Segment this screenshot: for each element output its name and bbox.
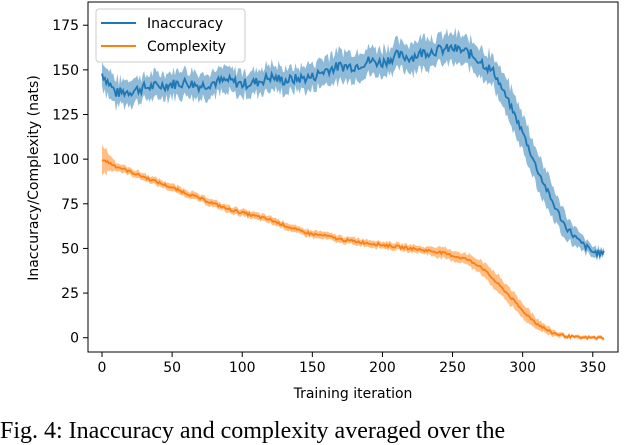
y-tick-label: 175 bbox=[52, 18, 79, 34]
band-complexity bbox=[102, 145, 604, 340]
legend-label-complexity: Complexity bbox=[147, 39, 226, 55]
y-tick-label: 25 bbox=[61, 286, 79, 302]
x-tick-label: 350 bbox=[579, 360, 606, 376]
y-tick-label: 50 bbox=[61, 241, 79, 257]
legend-label-inaccuracy: Inaccuracy bbox=[147, 16, 223, 32]
chart: 0 50 100 150 200 250 300 350 0 25 50 75 100 125 150 17… bbox=[0, 0, 630, 410]
x-tick-label: 300 bbox=[509, 360, 536, 376]
x-tick-label: 150 bbox=[299, 360, 326, 376]
x-tick-label: 100 bbox=[229, 360, 256, 376]
y-tick-label: 75 bbox=[61, 197, 79, 213]
x-tick-label: 200 bbox=[369, 360, 396, 376]
y-tick-label: 100 bbox=[52, 152, 79, 168]
x-tick-label: 0 bbox=[98, 360, 107, 376]
x-tick-label: 250 bbox=[439, 360, 466, 376]
figure-caption: Fig. 4: Inaccuracy and complexity averag… bbox=[0, 418, 505, 445]
x-tick-label: 50 bbox=[163, 360, 181, 376]
y-tick-label: 150 bbox=[52, 63, 79, 79]
x-axis-label: Training iteration bbox=[293, 386, 413, 402]
y-tick-label: 125 bbox=[52, 108, 79, 124]
y-axis-label: Inaccuracy/Complexity (nats) bbox=[26, 75, 42, 281]
legend: Inaccuracy Complexity bbox=[96, 9, 245, 62]
y-tick-label: 0 bbox=[70, 331, 79, 347]
